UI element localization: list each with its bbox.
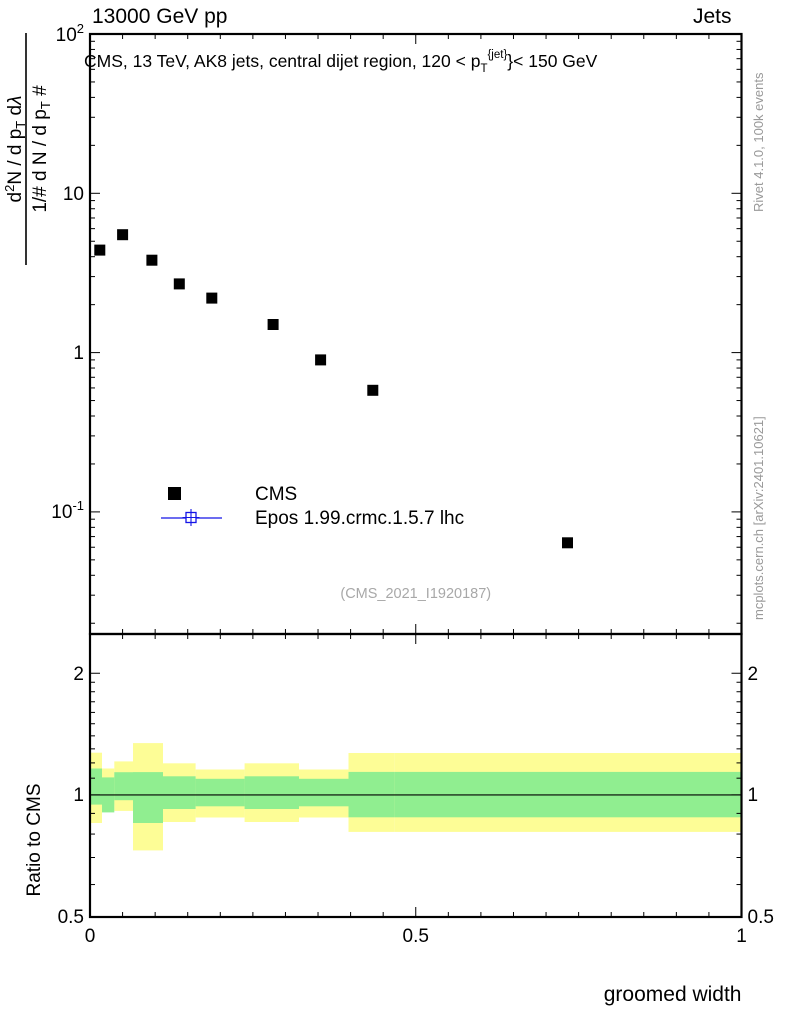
svg-text:Ratio to CMS: Ratio to CMS: [24, 784, 45, 897]
svg-text:CMS: CMS: [255, 484, 297, 505]
svg-text:0.5: 0.5: [58, 907, 84, 928]
svg-text:10: 10: [63, 184, 84, 205]
svg-text:Epos 1.99.crmc.1.5.7 lhc: Epos 1.99.crmc.1.5.7 lhc: [255, 508, 464, 529]
svg-text:0.5: 0.5: [403, 926, 429, 947]
svg-text:2: 2: [748, 664, 759, 685]
svg-text:mcplots.cern.ch [arXiv:2401.10: mcplots.cern.ch [arXiv:2401.10621]: [751, 416, 766, 620]
svg-text:0: 0: [85, 926, 96, 947]
svg-text:groomed width: groomed width: [604, 983, 742, 1006]
svg-text:1: 1: [73, 343, 84, 364]
svg-text:2: 2: [73, 664, 84, 685]
svg-text:1: 1: [73, 785, 84, 806]
svg-text:(CMS_2021_I1920187): (CMS_2021_I1920187): [340, 586, 491, 602]
svg-text:0.5: 0.5: [748, 907, 774, 928]
svg-text:1: 1: [748, 785, 759, 806]
svg-text:Jets: Jets: [693, 5, 732, 28]
svg-text:Rivet 4.1.0, 100k events: Rivet 4.1.0, 100k events: [751, 72, 766, 212]
svg-text:1: 1: [736, 926, 747, 947]
svg-text:13000 GeV pp: 13000 GeV pp: [92, 5, 227, 28]
